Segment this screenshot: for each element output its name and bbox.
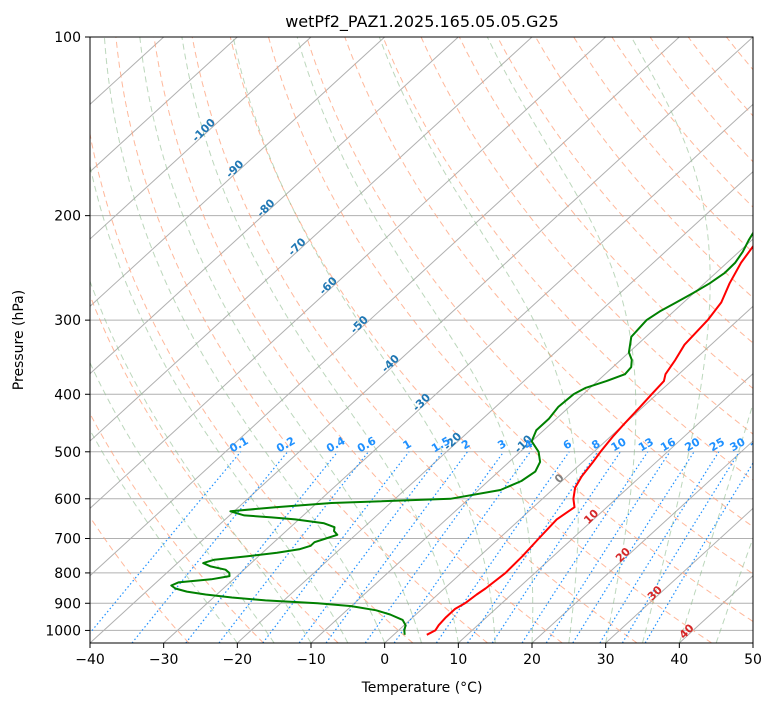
y-tick-label: 100 (54, 30, 81, 46)
dry-adiabat (382, 37, 753, 481)
dry-adiabat (268, 37, 753, 623)
isotherm-line (90, 37, 459, 375)
moist-adiabat (296, 37, 534, 643)
moist-adiabat (181, 37, 459, 643)
dry-adiabat (153, 37, 563, 643)
temperature-profile (426, 244, 753, 636)
moist-adiabat (715, 536, 753, 643)
y-tick-label: 300 (54, 313, 81, 329)
x-tick-label: 0 (380, 652, 389, 668)
mixing-ratio-line (393, 451, 531, 643)
mixing-ratio-line (644, 461, 753, 643)
isotherm-line (531, 440, 753, 643)
dry-adiabat (90, 131, 414, 643)
y-tick-label: 200 (54, 209, 81, 225)
x-tick-label: −20 (223, 652, 253, 668)
dry-adiabat (649, 37, 753, 163)
mixing-ratio-line (467, 451, 599, 643)
mixing-ratio-line (131, 451, 289, 643)
x-tick-label: 30 (597, 652, 615, 668)
y-tick-label: 1000 (45, 623, 81, 639)
isotherm-line (90, 37, 753, 643)
isotherm-line (605, 507, 753, 643)
x-tick-label: 50 (744, 652, 762, 668)
dry-adiabat (306, 37, 753, 575)
moist-adiabat (378, 37, 579, 643)
y-tick-label: 500 (54, 445, 81, 461)
moist-adiabat (90, 163, 349, 643)
chart-title: wetPf2_PAZ1.2025.165.05.05.G25 (285, 12, 559, 32)
y-tick-label: 900 (54, 596, 81, 612)
mixing-ratio-line (262, 451, 410, 643)
mixing-ratio-line (572, 451, 695, 643)
y-tick-label: 700 (54, 532, 81, 548)
moist-adiabat (232, 37, 496, 643)
plot-frame (89, 36, 754, 644)
dry-adiabat (191, 37, 638, 643)
isotherm-line (90, 37, 607, 510)
isotherm-line (163, 103, 753, 643)
dry-adiabat (573, 37, 753, 254)
y-tick-label: 800 (54, 566, 81, 582)
moist-adiabat (630, 37, 711, 643)
isotherm-line (90, 37, 386, 308)
y-tick-label: 600 (54, 492, 81, 508)
y-tick-label: 400 (54, 387, 81, 403)
x-tick-label: −10 (296, 652, 326, 668)
moist-adiabat (90, 429, 238, 643)
mixing-ratio-line (599, 451, 720, 643)
mixing-ratio-line (621, 451, 740, 643)
moist-adiabat (90, 361, 275, 643)
dewpoint-profile (170, 231, 753, 635)
moist-adiabat (486, 37, 637, 643)
dry-adiabat (496, 37, 753, 344)
mixing-ratio-line (364, 451, 505, 643)
isotherm-line (90, 37, 238, 173)
dry-adiabat (90, 516, 190, 643)
moist-adiabat (139, 37, 422, 643)
isotherm-line (457, 372, 753, 643)
dry-adiabat (229, 37, 712, 643)
y-axis-label: Pressure (hPa) (11, 290, 27, 390)
y-axis: 100 200 300 400 500 600 700 800 900 1000 (45, 30, 90, 639)
x-tick-label: 40 (670, 652, 688, 668)
moist-adiabat (678, 401, 753, 643)
dry-adiabat (90, 412, 264, 643)
isotherm-line (310, 238, 753, 643)
x-tick-label: 20 (523, 652, 541, 668)
isotherm-line (90, 37, 312, 240)
mixing-ratio-label: 36 (748, 435, 768, 454)
mixing-ratio-line (90, 451, 242, 634)
dry-adiabat (115, 37, 488, 643)
dry-adiabat (458, 37, 753, 390)
isotherm-line (90, 37, 680, 577)
dry-adiabat (344, 37, 753, 528)
x-tick-label: 10 (449, 652, 467, 668)
isotherm-line (384, 305, 753, 643)
x-axis: −40 −30 −20 −10 0 10 20 30 40 50 (75, 643, 762, 668)
mixing-ratio-line (545, 451, 671, 643)
x-tick-label: −30 (149, 652, 179, 668)
isotherm-line (236, 170, 753, 643)
isotherm-line (90, 37, 533, 442)
mixing-ratio-line (185, 451, 339, 643)
moist-adiabat (103, 37, 386, 643)
mixing-ratio-line (218, 451, 369, 643)
dry-adiabat (420, 37, 753, 435)
x-tick-label: −40 (75, 652, 105, 668)
x-axis-label: Temperature (°C) (361, 680, 483, 696)
